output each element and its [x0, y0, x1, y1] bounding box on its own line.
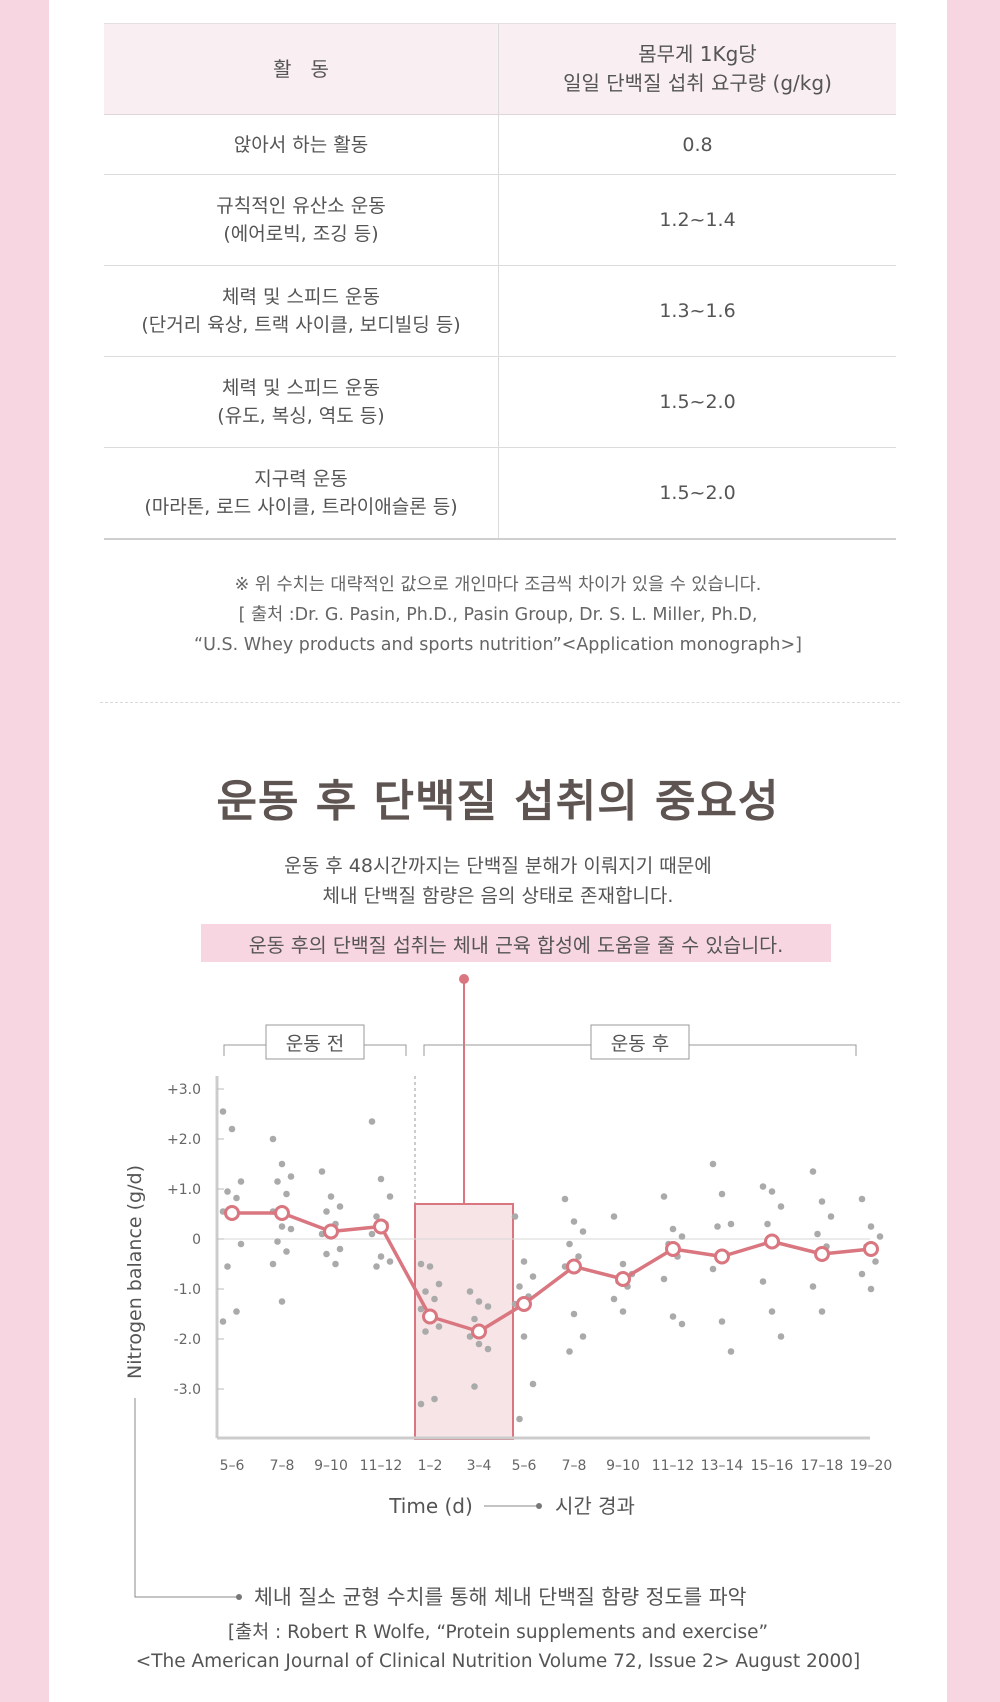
source-line1: [출처 : Robert R Wolfe, “Protein supplemen…: [227, 1622, 769, 1643]
header-activity: 활 동: [104, 24, 499, 114]
header-requirement: 몸무게 1Kg당 일일 단백질 섭취 요구량 (g/kg): [499, 24, 896, 114]
activity-line: 체력 및 스피드 운동: [222, 286, 380, 308]
section-divider: [100, 702, 900, 703]
section-title: 운동 후 단백질 섭취의 중요성: [216, 776, 780, 827]
activity-line: 지구력 운동: [254, 468, 348, 490]
activity-line: 앉아서 하는 활동: [233, 133, 369, 156]
protein-requirement-table: 활 동 몸무게 1Kg당 일일 단백질 섭취 요구량 (g/kg) 앉아서 하는…: [104, 23, 896, 540]
activity-line: 체력 및 스피드 운동: [222, 377, 380, 399]
header-requirement-line1: 몸무게 1Kg당: [638, 42, 757, 66]
table-row: 체력 및 스피드 운동 (유도, 복싱, 역도 등) 1.5~2.0: [104, 357, 896, 448]
activity-cell: 앉아서 하는 활동: [104, 115, 499, 174]
section-description: 운동 후 48시간까지는 단백질 분해가 이뤄지기 때문에 체내 단백질 함량은…: [49, 851, 947, 911]
table-row: 지구력 운동 (마라톤, 로드 사이클, 트라이애슬론 등) 1.5~2.0: [104, 448, 896, 538]
activity-line: (단거리 육상, 트랙 사이클, 보디빌딩 등): [141, 314, 461, 336]
value-cell: 1.2~1.4: [659, 209, 736, 231]
note-line1: ※ 위 수치는 대략적인 값으로 개인마다 조금씩 차이가 있을 수 있습니다.: [234, 575, 762, 595]
value-cell: 1.5~2.0: [659, 391, 736, 413]
desc-line1: 운동 후 48시간까지는 단백질 분해가 이뤄지기 때문에: [284, 855, 712, 877]
activity-line: (유도, 복싱, 역도 등): [217, 405, 385, 427]
activity-cell: 체력 및 스피드 운동 (단거리 육상, 트랙 사이클, 보디빌딩 등): [104, 266, 499, 356]
activity-line: (에어로빅, 조깅 등): [223, 223, 379, 245]
chart-source: [출처 : Robert R Wolfe, “Protein supplemen…: [49, 1618, 947, 1676]
activity-cell: 규칙적인 유산소 운동 (에어로빅, 조깅 등): [104, 175, 499, 265]
highlight-banner: 운동 후의 단백질 섭취는 체내 근육 합성에 도움을 줄 수 있습니다.: [201, 924, 831, 962]
desc-line2: 체내 단백질 함량은 음의 상태로 존재합니다.: [322, 885, 674, 907]
activity-cell: 체력 및 스피드 운동 (유도, 복싱, 역도 등): [104, 357, 499, 447]
value-cell: 1.3~1.6: [659, 300, 736, 322]
table-row: 체력 및 스피드 운동 (단거리 육상, 트랙 사이클, 보디빌딩 등) 1.3~1…: [104, 266, 896, 357]
table-note: ※ 위 수치는 대략적인 값으로 개인마다 조금씩 차이가 있을 수 있습니다.…: [49, 570, 947, 660]
note-line3: “U.S. Whey products and sports nutrition…: [194, 635, 802, 655]
activity-line: (마라톤, 로드 사이클, 트라이애슬론 등): [144, 496, 458, 518]
header-requirement-line2: 일일 단백질 섭취 요구량 (g/kg): [563, 71, 832, 95]
table-row: 앉아서 하는 활동 0.8: [104, 115, 896, 175]
source-line2: <The American Journal of Clinical Nutrit…: [135, 1651, 861, 1672]
note-line2: [ 출처 :Dr. G. Pasin, Ph.D., Pasin Group, …: [238, 605, 758, 625]
activity-cell: 지구력 운동 (마라톤, 로드 사이클, 트라이애슬론 등): [104, 448, 499, 538]
value-cell: 1.5~2.0: [659, 482, 736, 504]
table-header: 활 동 몸무게 1Kg당 일일 단백질 섭취 요구량 (g/kg): [104, 24, 896, 115]
table-row: 규칙적인 유산소 운동 (에어로빅, 조깅 등) 1.2~1.4: [104, 175, 896, 266]
activity-line: 규칙적인 유산소 운동: [216, 195, 386, 217]
value-cell: 0.8: [682, 133, 713, 156]
